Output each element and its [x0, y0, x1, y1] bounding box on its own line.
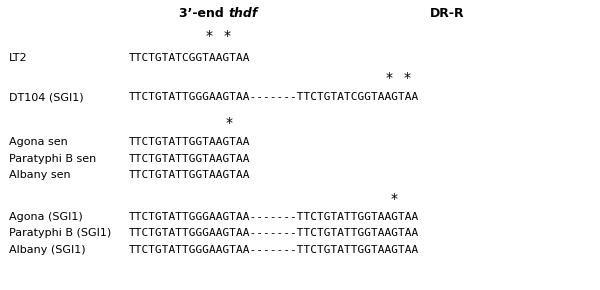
- Text: LT2: LT2: [9, 53, 28, 63]
- Text: Agona (SGI1): Agona (SGI1): [9, 212, 83, 222]
- Text: Paratyphi B sen: Paratyphi B sen: [9, 154, 96, 164]
- Text: TTCTGTATTGGGAAGTAA-------TTCTGTATTGGTAAGTAA: TTCTGTATTGGGAAGTAA-------TTCTGTATTGGTAAG…: [129, 229, 419, 238]
- Text: *: *: [226, 116, 233, 130]
- Text: TTCTGTATTGGGAAGTAA-------TTCTGTATCGGTAAGTAA: TTCTGTATTGGGAAGTAA-------TTCTGTATCGGTAAG…: [129, 92, 419, 102]
- Text: thdf: thdf: [228, 7, 257, 19]
- Text: *: *: [205, 29, 212, 43]
- Text: Paratyphi B (SGI1): Paratyphi B (SGI1): [9, 229, 111, 238]
- Text: DR-R: DR-R: [430, 7, 464, 19]
- Text: TTCTGTATCGGTAAGTAA: TTCTGTATCGGTAAGTAA: [129, 53, 251, 63]
- Text: *: *: [223, 29, 230, 43]
- Text: TTCTGTATTGGTAAGTAA: TTCTGTATTGGTAAGTAA: [129, 137, 251, 147]
- Text: *: *: [403, 71, 410, 85]
- Text: Albany (SGI1): Albany (SGI1): [9, 245, 86, 255]
- Text: TTCTGTATTGGTAAGTAA: TTCTGTATTGGTAAGTAA: [129, 154, 251, 164]
- Text: TTCTGTATTGGGAAGTAA-------TTCTGTATTGGTAAGTAA: TTCTGTATTGGGAAGTAA-------TTCTGTATTGGTAAG…: [129, 245, 419, 255]
- Text: 3’-end: 3’-end: [179, 7, 228, 19]
- Text: Agona sen: Agona sen: [9, 137, 68, 147]
- Text: TTCTGTATTGGGAAGTAA-------TTCTGTATTGGTAAGTAA: TTCTGTATTGGGAAGTAA-------TTCTGTATTGGTAAG…: [129, 212, 419, 222]
- Text: TTCTGTATTGGTAAGTAA: TTCTGTATTGGTAAGTAA: [129, 170, 251, 180]
- Text: *: *: [386, 71, 393, 85]
- Text: DT104 (SGI1): DT104 (SGI1): [9, 92, 83, 102]
- Text: *: *: [390, 192, 397, 206]
- Text: Albany sen: Albany sen: [9, 170, 71, 180]
